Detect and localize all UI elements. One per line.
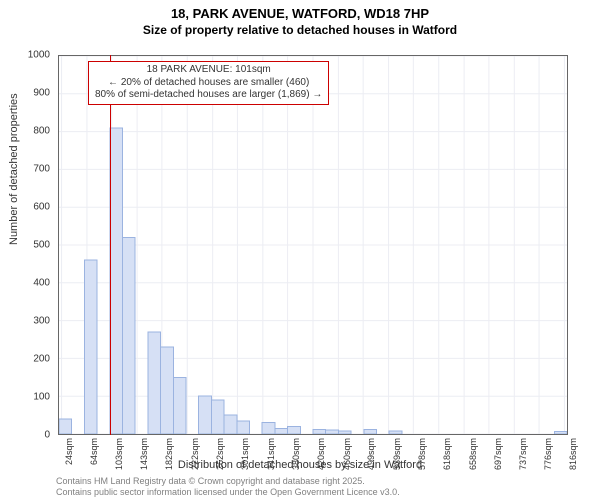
histogram-bar bbox=[59, 419, 72, 434]
histogram-bar bbox=[262, 423, 275, 434]
y-tick-label: 600 bbox=[33, 202, 50, 213]
histogram-bar bbox=[161, 347, 174, 434]
histogram-bar bbox=[313, 429, 326, 434]
histogram-bar bbox=[364, 429, 377, 434]
histogram-bar bbox=[338, 431, 351, 434]
y-tick-label: 400 bbox=[33, 278, 50, 289]
histogram-bar bbox=[211, 400, 224, 434]
y-tick-label: 200 bbox=[33, 354, 50, 365]
histogram-bar bbox=[275, 428, 288, 434]
chart-plot-area bbox=[58, 55, 568, 435]
histogram-bar bbox=[110, 128, 123, 434]
histogram-bar bbox=[389, 431, 402, 434]
y-tick-label: 900 bbox=[33, 88, 50, 99]
histogram-bar bbox=[148, 332, 161, 434]
histogram-bar bbox=[173, 377, 186, 434]
page-subtitle: Size of property relative to detached ho… bbox=[0, 23, 600, 37]
reference-vline bbox=[110, 55, 111, 435]
footer-line1: Contains HM Land Registry data © Crown c… bbox=[56, 476, 400, 487]
y-tick-label: 800 bbox=[33, 126, 50, 137]
histogram-bar bbox=[84, 260, 97, 434]
y-tick-label: 300 bbox=[33, 316, 50, 327]
histogram-bar bbox=[554, 432, 567, 434]
annotation-line3: 80% of semi-detached houses are larger (… bbox=[95, 89, 322, 102]
histogram-bar bbox=[288, 426, 301, 434]
page-title: 18, PARK AVENUE, WATFORD, WD18 7HP bbox=[0, 6, 600, 21]
y-axis-ticks: 01002003004005006007008009001000 bbox=[0, 55, 54, 435]
footer-attribution: Contains HM Land Registry data © Crown c… bbox=[56, 476, 400, 498]
x-axis-label: Distribution of detached houses by size … bbox=[0, 459, 600, 471]
histogram-bar bbox=[199, 396, 212, 434]
histogram-bar bbox=[224, 415, 237, 434]
annotation-line1: 18 PARK AVENUE: 101sqm bbox=[95, 64, 322, 77]
y-tick-label: 100 bbox=[33, 392, 50, 403]
y-tick-label: 1000 bbox=[28, 50, 50, 61]
annotation-box: 18 PARK AVENUE: 101sqm ← 20% of detached… bbox=[88, 61, 329, 105]
histogram-bar bbox=[237, 421, 250, 434]
plot-container: 18 PARK AVENUE: 101sqm ← 20% of detached… bbox=[58, 55, 568, 435]
y-tick-label: 700 bbox=[33, 164, 50, 175]
annotation-line2: ← 20% of detached houses are smaller (46… bbox=[95, 77, 322, 90]
y-tick-label: 0 bbox=[44, 430, 50, 441]
histogram-bar bbox=[123, 237, 136, 434]
x-axis-ticks: 24sqm64sqm103sqm143sqm182sqm222sqm262sqm… bbox=[58, 438, 568, 458]
y-tick-label: 500 bbox=[33, 240, 50, 251]
histogram-bar bbox=[326, 430, 339, 434]
footer-line2: Contains public sector information licen… bbox=[56, 487, 400, 498]
